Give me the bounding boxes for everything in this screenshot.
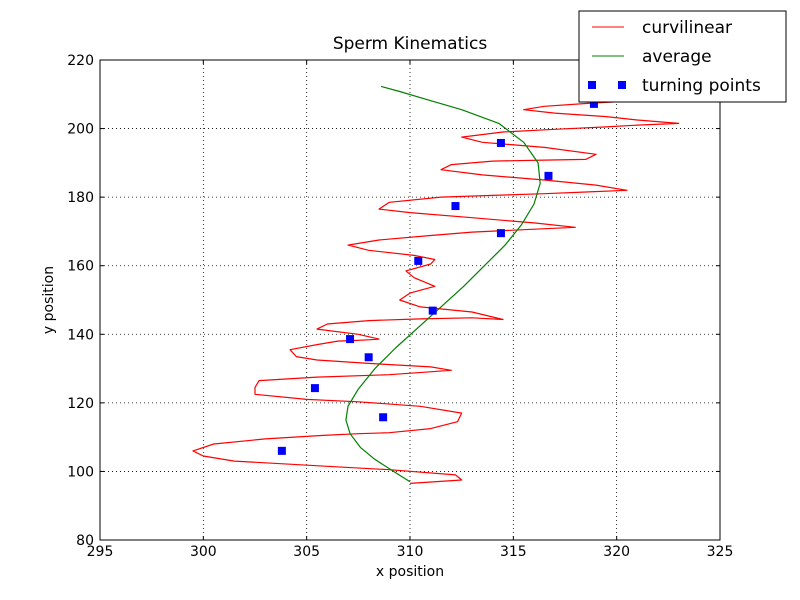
x-tick-label: 305 [293,544,320,560]
x-tick-label: 295 [87,544,114,560]
turning-points-marker [310,384,319,393]
y-tick-label: 80 [76,533,94,549]
turning-points-marker [496,229,505,238]
turning-points-marker [379,413,388,422]
y-axis-label: y position [41,266,57,334]
average-line [345,85,541,483]
legend-turning-points-marker-left [588,81,596,89]
y-tick-label: 140 [67,327,94,343]
legend-turning-points-marker-right [618,81,626,89]
turning-points-marker [414,256,423,265]
grid-lines [100,60,720,540]
plot-series [192,85,680,484]
turning-points-marker [589,99,598,108]
x-tick-label: 300 [190,544,217,560]
legend-average-label: average [642,47,712,67]
y-tick-label: 180 [67,190,94,206]
x-axis-label: x position [376,564,444,580]
y-tick-label: 200 [67,122,94,138]
chart-title: Sperm Kinematics [333,34,488,54]
turning-points-marker [544,171,553,180]
x-tick-label: 320 [603,544,630,560]
turning-points-marker [496,138,505,147]
legend-turning-points-label: turning points [642,76,761,96]
turning-points-marker [364,353,373,362]
turning-points-marker [346,335,355,344]
y-tick-label: 120 [67,396,94,412]
x-tick-label: 310 [397,544,424,560]
turning-points-marker [451,202,460,211]
turning-points-marker [277,446,286,455]
turning-points-marker [428,306,437,315]
y-tick-label: 220 [67,53,94,69]
curvilinear-line [192,98,680,484]
legend-curvilinear-label: curvilinear [642,18,732,38]
x-tick-label: 325 [707,544,734,560]
legend: curvilinear average turning points [578,10,787,103]
y-tick-label: 160 [67,259,94,275]
y-tick-label: 100 [67,464,94,480]
x-tick-label: 315 [500,544,527,560]
axis-ticks: 295 300 305 310 315 320 325 80 100 120 140 160 180 20… [67,53,733,560]
